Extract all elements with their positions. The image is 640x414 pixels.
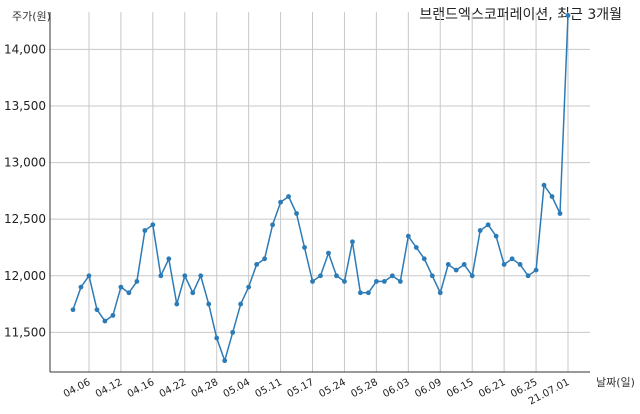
axes [49,12,590,373]
data-point [397,279,403,284]
data-point [469,273,475,279]
data-point [254,262,260,267]
y-tick-label: 14,000 [4,42,46,56]
x-tick-label: 05.28 [349,377,379,400]
data-point [342,279,347,284]
data-point [238,301,244,307]
y-tick-label: 13,500 [4,99,46,113]
data-point [461,262,467,267]
data-point [437,290,443,296]
data-point [94,307,100,313]
x-tick-label: 06.21 [477,377,507,400]
data-point [278,199,283,205]
data-point [190,290,196,296]
data-point [302,245,307,250]
data-point [445,262,451,267]
x-tick-labels: 04.06 04.12 04.16 04.22 04.28 05.04 05.11 05.17… [62,377,571,408]
x-tick-label: 05.24 [317,377,347,400]
data-point [78,284,84,290]
data-point [358,290,363,296]
data-point [501,262,507,267]
data-point [525,273,531,279]
x-tick-label: 06.09 [413,377,443,400]
data-point [549,194,555,199]
data-point [373,279,379,284]
x-axis-label: 날짜(일) [596,375,635,389]
y-tick-label: 12,500 [4,212,46,226]
x-tick-label: 04.16 [126,377,156,400]
price-line [72,15,569,364]
y-tick-labels: 11,500 12,000 12,500 13,000 13,500 14,000 [4,42,46,339]
data-point [262,256,268,262]
data-point [453,267,459,273]
x-tick-label: 04.22 [158,377,188,400]
data-point [350,239,355,245]
data-point [222,358,228,364]
y-axis-label: 주가(원) [12,10,51,23]
data-point [485,222,491,228]
x-tick-label: 05.11 [254,377,284,400]
data-point [517,262,523,267]
x-tick-label: 05.04 [222,377,252,400]
data-point [134,279,140,284]
grid [50,12,590,372]
data-point [158,273,164,279]
data-point [389,273,395,279]
data-point [565,12,571,18]
data-point [166,256,172,262]
price-series [70,12,571,364]
data-point [318,273,323,279]
data-point [110,312,116,318]
data-point [310,279,315,284]
data-point [294,211,299,216]
data-point [493,233,499,239]
data-point [206,301,212,307]
x-tick-label: 04.28 [190,377,220,400]
x-tick-label: 06.03 [381,377,411,400]
x-tick-label: 04.12 [94,377,124,400]
data-point [198,273,204,279]
data-point [541,182,547,188]
x-tick-label: 04.06 [62,377,92,400]
data-point [429,273,435,279]
y-tick-label: 13,000 [4,156,46,170]
data-point [270,222,275,228]
data-point [70,307,76,313]
data-point [150,222,156,228]
data-point [246,284,252,290]
data-point [174,301,180,307]
data-point [477,228,483,233]
data-point [286,194,291,199]
chart-title: 브랜드엑스코퍼레이션, 최근 3개월 [419,7,622,23]
data-point [118,284,124,290]
x-tick-label: 06.15 [445,377,475,400]
data-point [421,256,427,262]
data-point [230,329,236,335]
data-point [405,233,411,239]
data-point [102,318,108,324]
data-point [142,228,148,233]
data-point [182,273,188,279]
data-point [366,290,371,296]
data-point [557,211,563,216]
y-tick-label: 12,000 [4,269,46,283]
data-point [509,256,515,262]
data-point [126,290,132,296]
data-point [533,267,539,273]
x-tick-label: 05.17 [285,377,315,400]
data-point [381,279,387,284]
data-point [334,273,339,279]
data-point [86,273,92,279]
data-point [214,335,220,341]
data-point [326,250,331,256]
y-tick-label: 11,500 [4,325,46,339]
data-point [413,245,419,250]
